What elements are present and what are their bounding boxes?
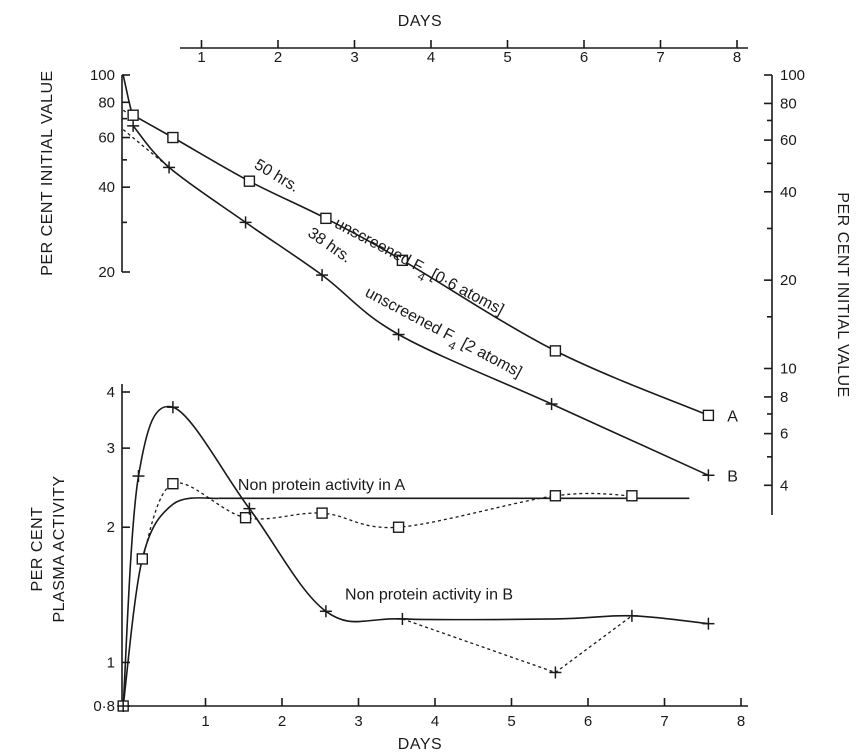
series-line-b-dotted xyxy=(402,615,633,674)
cross-marker xyxy=(132,470,145,483)
curve-label-a: A xyxy=(727,408,738,425)
bottom-tick-label: 8 xyxy=(737,713,745,730)
square-marker xyxy=(392,521,405,533)
square-marker xyxy=(136,553,149,565)
square-marker xyxy=(239,512,252,524)
square-marker xyxy=(167,477,179,490)
bottom-tick-label: 2 xyxy=(278,713,286,730)
top-tick-label: 7 xyxy=(656,49,664,66)
series-line-a-rise xyxy=(122,497,219,707)
cross-marker xyxy=(117,700,130,712)
square-marker xyxy=(167,131,179,144)
bottom-tick-label: 3 xyxy=(354,713,362,730)
right-ylabel: PER CENT INITIAL VALUE xyxy=(834,192,851,397)
lower-left-tick-label: 4 xyxy=(107,384,115,401)
series-line-2-atoms xyxy=(132,125,709,477)
upper-left-tick-label: 40 xyxy=(98,179,115,196)
upper-left-tick-label: 100 xyxy=(90,67,115,84)
series-line-0-6-atoms xyxy=(132,114,709,417)
top-tick-label: 5 xyxy=(503,49,511,66)
square-marker xyxy=(549,345,562,357)
lower-left-tick-label: 3 xyxy=(107,440,115,457)
series-b-label: Non protein activity in B xyxy=(345,587,513,604)
top-tick-label: 3 xyxy=(350,49,358,66)
square-marker xyxy=(243,175,256,187)
cross-marker xyxy=(625,609,638,622)
cross-marker xyxy=(319,605,332,618)
cross-marker xyxy=(545,398,558,411)
bottom-tick-label: 5 xyxy=(507,713,515,730)
cross-marker xyxy=(239,216,252,229)
cross-marker xyxy=(392,328,405,341)
cross-marker xyxy=(396,612,409,625)
top-tick-label: 1 xyxy=(197,49,205,66)
right-tick-label: 40 xyxy=(780,184,797,201)
cross-marker xyxy=(316,269,329,282)
cross-marker xyxy=(243,502,256,515)
square-marker xyxy=(702,409,715,422)
annotation-label: unscreened F4 [0·6 atoms] xyxy=(329,215,507,324)
series-a-label: Non protein activity in A xyxy=(238,477,406,494)
series-lines xyxy=(122,74,709,707)
top-tick-label: 6 xyxy=(580,49,588,66)
right-tick-label: 100 xyxy=(780,67,805,84)
cross-marker xyxy=(702,469,715,482)
top-tick-label: 4 xyxy=(427,49,435,66)
bottom-tick-label: 7 xyxy=(660,713,668,730)
square-marker xyxy=(396,254,409,267)
lower-left-tick-label: 2 xyxy=(107,519,115,536)
bottom-tick-label: 6 xyxy=(584,713,592,730)
series-markers xyxy=(117,109,715,712)
annotations: 50 hrs.38 hrs.unscreened F4 [0·6 atoms]u… xyxy=(238,156,738,603)
cross-marker xyxy=(163,161,176,174)
bottom-axis-label: DAYS xyxy=(398,736,442,753)
square-marker xyxy=(549,490,562,502)
lower-left-tick-label: 1 xyxy=(107,654,115,671)
upper-left-tick-label: 60 xyxy=(98,130,115,147)
right-tick-label: 10 xyxy=(780,361,797,378)
square-marker xyxy=(127,109,139,121)
bottom-tick-label: 4 xyxy=(431,713,439,730)
cross-marker xyxy=(549,666,562,679)
ticks: 1 2 3 4 5 6 7 8 1 2 3 4 5 6 7 8 100 80 60 40 20 4 3 2 1 0·8 100 80 6… xyxy=(90,40,805,730)
top-axis-label: DAYS xyxy=(398,13,442,30)
top-tick-label: 2 xyxy=(274,49,282,66)
curve-label-b: B xyxy=(727,468,738,485)
annotation-label: 50 hrs. xyxy=(251,156,302,196)
right-tick-label: 4 xyxy=(780,477,788,494)
lower-left-tick-label: 0·8 xyxy=(93,698,115,715)
early-dotted-line xyxy=(122,109,134,118)
series-line-b xyxy=(122,405,709,707)
upper-left-tick-label: 80 xyxy=(98,94,115,111)
square-marker xyxy=(316,507,328,519)
right-tick-label: 20 xyxy=(780,272,797,289)
lower-ylabel-line2: PLASMA ACTIVITY xyxy=(51,475,68,622)
square-marker xyxy=(626,490,638,502)
right-tick-label: 6 xyxy=(780,426,788,443)
cross-marker xyxy=(127,119,140,132)
right-tick-label: 80 xyxy=(780,95,797,112)
top-tick-label: 8 xyxy=(733,49,741,66)
lower-ylabel-line1: PER CENT xyxy=(29,507,46,592)
right-tick-label: 8 xyxy=(780,389,788,406)
cross-marker xyxy=(166,401,179,414)
upper-ylabel: PER CENT INITIAL VALUE xyxy=(39,70,56,275)
bottom-tick-label: 1 xyxy=(201,713,209,730)
right-tick-label: 60 xyxy=(780,132,797,149)
square-marker xyxy=(320,212,332,225)
cross-marker xyxy=(702,617,715,630)
upper-left-tick-label: 20 xyxy=(98,264,115,281)
